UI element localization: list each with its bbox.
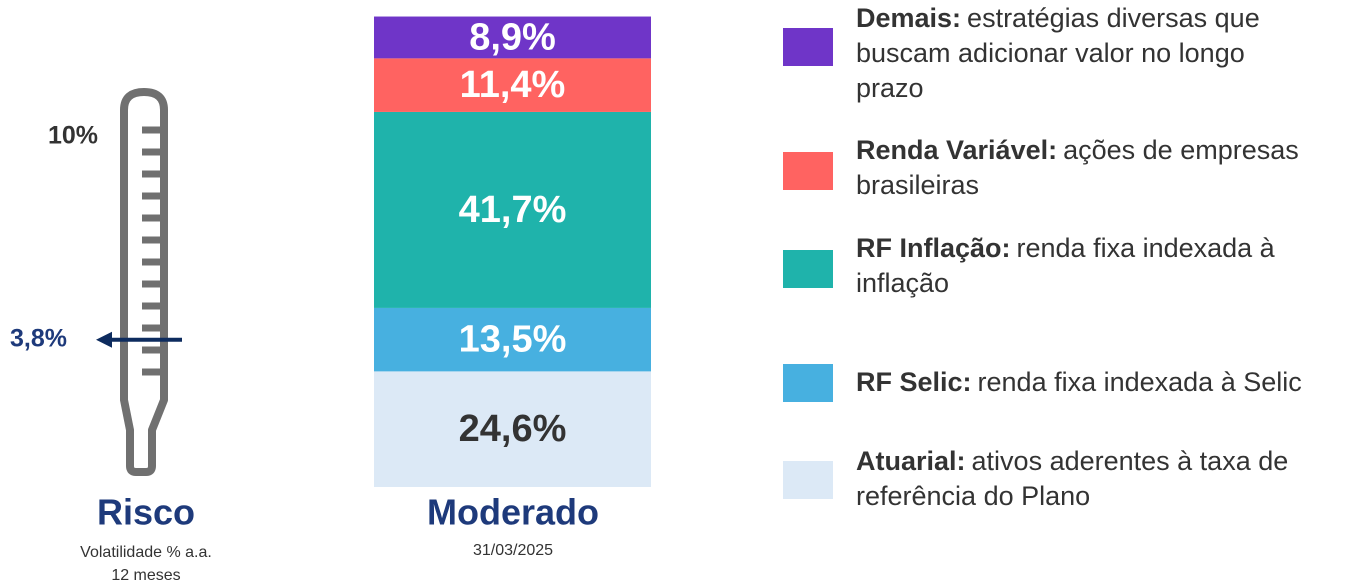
legend-swatch [783, 461, 833, 499]
category-label: Moderado [427, 492, 599, 533]
legend-entry: Renda Variável: ações de empresas brasilei… [856, 135, 1299, 200]
legend-name: RF Selic: [856, 367, 972, 397]
legend-swatch [783, 250, 833, 288]
thermometer-subtitle: Volatilidade % a.a. [80, 544, 212, 561]
value-label: 13,5% [459, 319, 567, 361]
legend-description: referência do Plano [856, 481, 1090, 511]
legend-swatch [783, 152, 833, 190]
legend-description: buscam adicionar valor no longo [856, 38, 1245, 68]
legend-description: renda fixa indexada à Selic [978, 367, 1302, 397]
bar-segment [374, 58, 651, 112]
legend-name: Demais: [856, 3, 961, 33]
legend-description: estratégias diversas que [967, 3, 1260, 33]
legend-description: ativos aderentes à taxa de [972, 446, 1289, 476]
legend-swatch [783, 364, 833, 402]
value-label: 11,4% [460, 64, 566, 106]
legend-entry: Demais: estratégias diversas que buscam ad… [856, 3, 1260, 103]
thermometer-subtitle: 12 meses [111, 567, 180, 584]
legend-description: renda fixa indexada à [1017, 233, 1276, 263]
value-label: 41,7% [459, 189, 567, 231]
bar-segment [374, 307, 651, 372]
value-label: 24,6% [459, 408, 567, 450]
risk-arrowhead [96, 331, 112, 348]
date-label: 31/03/2025 [473, 542, 553, 559]
thermometer-max-label: 10% [48, 122, 98, 150]
bar-segment [374, 111, 651, 308]
bar-segment [374, 371, 651, 487]
legend-name: Renda Variável: [856, 135, 1057, 165]
legend-name: RF Inflação: [856, 233, 1011, 263]
legend-swatch [783, 28, 833, 66]
legend-entry: RF Inflação: renda fixa indexada à inflaçã… [856, 233, 1276, 298]
legend-name: Atuarial: [856, 446, 966, 476]
legend-entry: Atuarial: ativos aderentes à taxa de refer… [856, 446, 1288, 511]
legend-description: prazo [856, 73, 924, 103]
legend-description: ações de empresas [1063, 135, 1299, 165]
bar-segment [374, 16, 651, 59]
legend-entry: RF Selic: renda fixa indexada à Selic [856, 367, 1302, 397]
legend-description: inflação [856, 268, 949, 298]
risk-value-label: 3,8% [10, 324, 67, 352]
value-label: 8,9% [469, 16, 556, 58]
thermometer-title: Risco [97, 492, 195, 533]
legend-description: brasileiras [856, 170, 979, 200]
thermometer [120, 88, 168, 476]
